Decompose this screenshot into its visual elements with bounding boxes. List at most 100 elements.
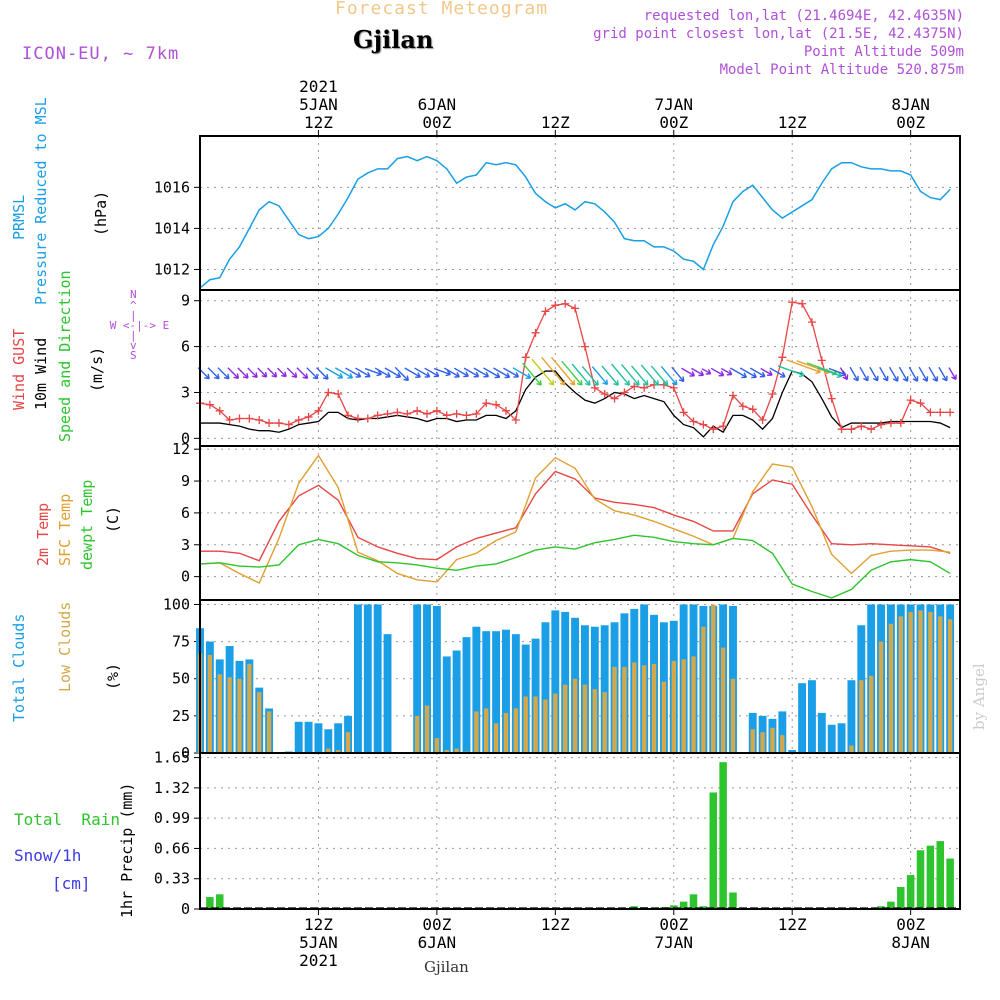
wind-ytick-label: 3 [181,383,190,401]
total-cloud-bar [837,723,846,753]
wind-direction-arrow [384,367,402,378]
top-time-label: 00Z [659,113,688,132]
wind-direction-arrow [493,367,511,379]
wind-direction-arrow [601,365,619,386]
total-cloud-bar [502,629,510,753]
pressure-ytick-label: 1014 [154,219,190,237]
temp-dewpt-line [199,534,951,599]
wind-direction-arrow [306,367,319,380]
temp-sfc-line [199,454,951,584]
wind-direction-arrow [938,366,948,382]
wind-direction-arrow [237,367,249,379]
gust-marker [788,298,797,307]
bottom-time-label: 12Z [778,915,807,934]
gust-marker [334,390,343,398]
low-cloud-bar [750,729,755,753]
compass-bar-top: | [130,309,137,322]
wind-direction-arrow [640,364,659,386]
low-cloud-bar [908,611,913,753]
total-cloud-bar [778,711,787,753]
low-cloud-bar [523,696,528,753]
top-time-label: 12Z [541,113,570,132]
low-cloud-bar [563,684,568,753]
bottom-time-label: 00Z [896,915,925,934]
gust-marker [304,412,313,421]
compass-bar-bottom: | [130,329,137,342]
low-cloud-bar [938,616,943,753]
wind-direction-arrow [729,367,748,379]
wind-direction-arrow [364,367,382,377]
total-cloud-bar [798,683,807,753]
clouds-ytick-label: 100 [163,595,190,613]
top-time-label: 00Z [422,113,451,132]
low-cloud-bar [345,732,351,753]
gust-marker [946,408,955,417]
total-cloud-bar [788,750,797,753]
precip-ytick-label: 0 [181,900,190,918]
bottom-time-label: 00Z [422,915,451,934]
wind-direction-arrow [650,365,669,386]
wind-direction-arrow [404,367,421,378]
low-cloud-bar [701,626,706,753]
low-cloud-bar [572,678,578,753]
rain-bar [206,897,214,909]
wind-ytick-label: 6 [181,338,190,356]
gust-marker [245,414,254,423]
gust-marker [482,399,491,408]
total-cloud-bar [462,637,471,753]
low-cloud-bar [849,745,854,753]
gust-marker [610,394,619,403]
wind-direction-arrow [414,367,431,378]
gust-marker [768,390,777,398]
gust-marker [886,419,895,428]
wind-direction-arrow [277,367,287,378]
total-cloud-bar [561,611,570,753]
wind-ytick-label: 9 [181,292,190,310]
total-cloud-bar [492,631,501,753]
wind-direction-arrow [660,366,678,386]
rain-bar [926,845,935,909]
pressure-ytick-label: 1016 [154,178,190,196]
low-cloud-bar [671,660,676,753]
total-cloud-bar [808,680,816,753]
rain-bar [916,850,925,909]
pressure-frame [199,135,961,291]
bottom-time-label: 00Z [659,915,688,934]
wind-direction-arrow [334,367,354,379]
total-cloud-bar [314,723,323,753]
wind-direction-arrow [483,367,501,379]
wind-direction-arrow [207,367,220,380]
precip-ytick-label: 1.65 [154,749,190,767]
wind-direction-arrow [512,367,532,379]
temp-2m-line [200,470,951,562]
temp-ytick-label: 3 [181,536,190,554]
wind-direction-arrow [849,366,859,382]
rain-bar [699,906,708,909]
wind-direction-arrow [394,366,410,382]
rain-bar [670,905,678,909]
wind-direction-arrow [463,367,480,378]
gust-marker [758,416,767,424]
wind-10m-line [200,370,951,438]
gust-marker [284,420,293,429]
wind-direction-arrow [710,367,725,377]
compass-down: v [130,339,137,352]
gust-marker [827,394,836,403]
footer-location: Gjilan [424,958,469,976]
low-cloud-bar [770,727,775,753]
gust-marker [511,416,520,424]
compass-we: W <-|-> E [109,319,170,332]
rain-bar [729,892,737,909]
gust-marker [837,425,846,434]
low-cloud-bar [612,666,617,753]
low-cloud-bar [493,723,499,753]
gust-marker [472,409,481,418]
precip-frame [199,752,961,910]
wind-direction-arrow [928,366,939,382]
total-cloud-bar [531,638,540,753]
wind-direction-arrow [620,364,640,386]
gust-marker [492,400,501,409]
bottom-time-label: 5JAN [299,933,338,952]
gust-marker [432,406,441,415]
prmsl-line [199,155,951,289]
